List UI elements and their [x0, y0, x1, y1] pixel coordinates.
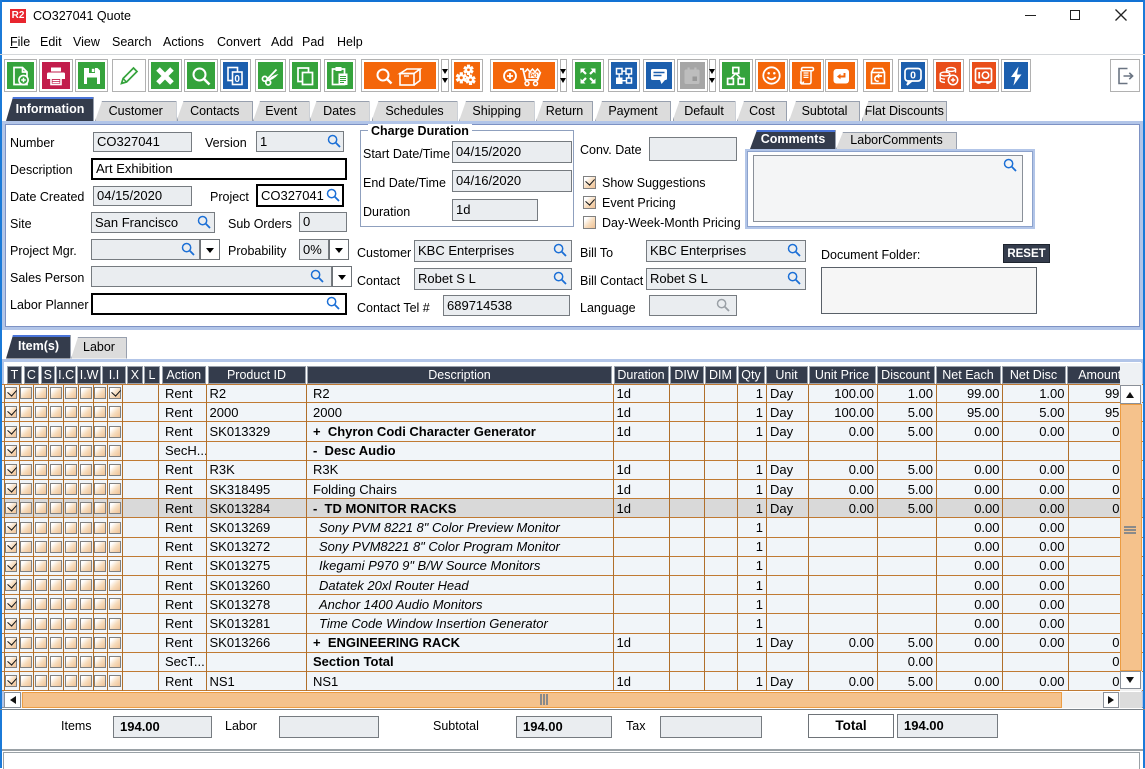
svg-text:0: 0 — [235, 73, 241, 84]
svg-text:0: 0 — [910, 69, 916, 81]
svg-text:PO: PO — [529, 73, 538, 79]
